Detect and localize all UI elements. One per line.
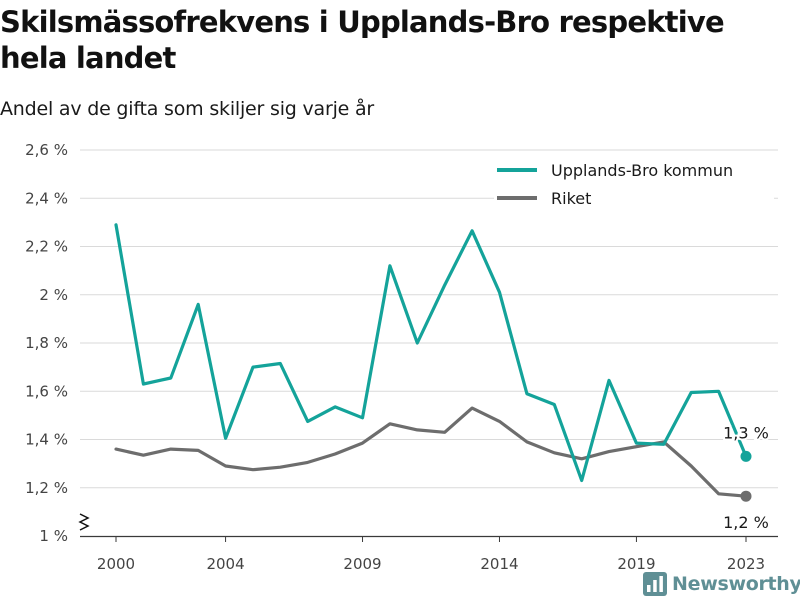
newsworthy-logo: Newsworthy — [643, 569, 800, 599]
series-line-riket — [114, 406, 748, 498]
series-end-label: 1,3 % — [723, 423, 769, 442]
x-tick-label: 2009 — [343, 555, 381, 573]
x-tick-label: 2023 — [727, 555, 765, 573]
y-tick-label: 2,4 % — [25, 189, 68, 207]
y-tick-label: 1,6 % — [25, 382, 68, 400]
legend-background — [494, 155, 774, 215]
series-line-upplands-bro-kommun — [114, 223, 748, 483]
y-axis-break-icon — [78, 513, 90, 531]
series-end-marker — [740, 450, 752, 462]
y-tick-label: 1 % — [39, 527, 68, 545]
y-tick-label: 1,4 % — [25, 431, 68, 449]
y-tick-label: 2,2 % — [25, 238, 68, 256]
chart-subtitle: Andel av de gifta som skiljer sig varje … — [0, 98, 375, 120]
series-end-label: 1,2 % — [723, 513, 769, 532]
newsworthy-logo-text: Newsworthy — [672, 573, 800, 595]
series-end-marker — [740, 490, 752, 502]
newsworthy-logo-icon — [643, 572, 667, 596]
chart-title: Skilsmässofrekvens i Upplands-Bro respek… — [0, 5, 725, 75]
x-tick-label: 2000 — [97, 555, 135, 573]
legend-label: Upplands-Bro kommun — [551, 161, 733, 180]
x-tick-label: 2014 — [480, 555, 518, 573]
y-tick-label: 1,2 % — [25, 479, 68, 497]
y-tick-label: 2,6 % — [25, 141, 68, 159]
x-tick-label: 2019 — [617, 555, 655, 573]
x-tick-label: 2004 — [206, 555, 244, 573]
legend-label: Riket — [551, 189, 591, 208]
y-tick-label: 2 % — [39, 286, 68, 304]
y-tick-label: 1,8 % — [25, 334, 68, 352]
